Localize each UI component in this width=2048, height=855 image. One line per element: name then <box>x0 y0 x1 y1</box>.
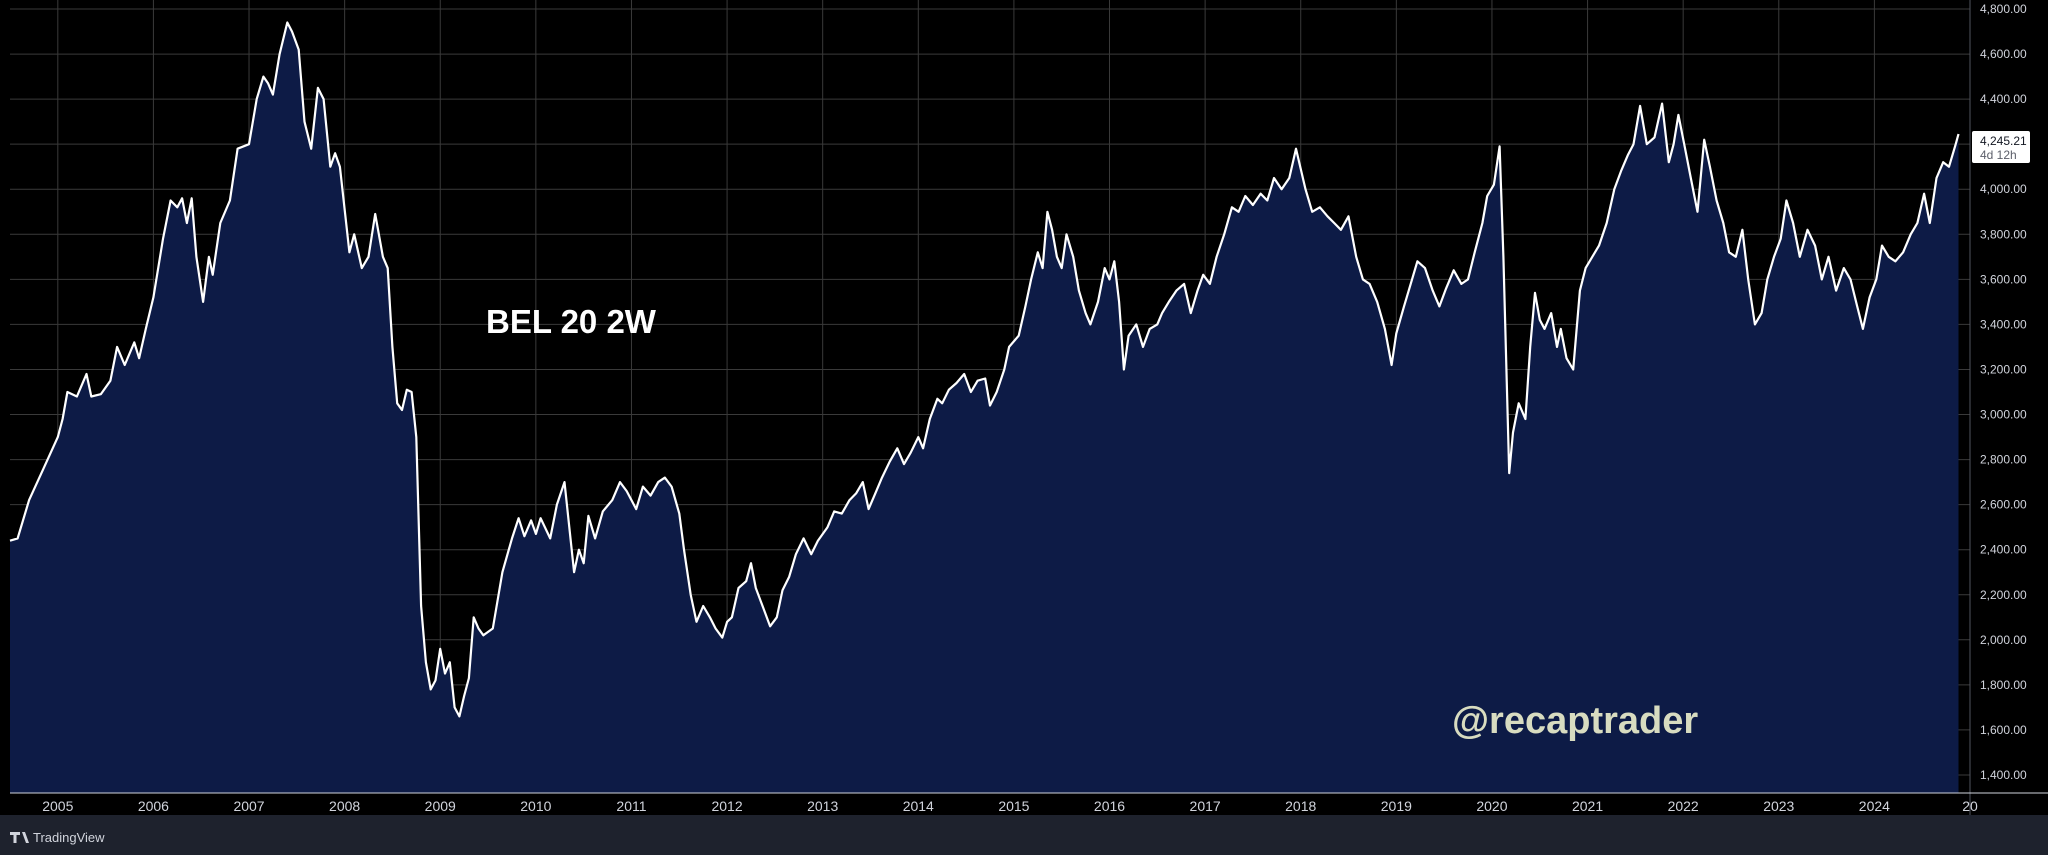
tradingview-logo-icon <box>10 832 29 843</box>
x-tick-label: 2014 <box>903 798 934 814</box>
y-tick-label: 1,800.00 <box>1980 678 2027 692</box>
y-tick-label: 4,400.00 <box>1980 92 2027 106</box>
bar-countdown: 4d 12h <box>1980 148 2017 162</box>
x-tick-label: 2012 <box>711 798 742 814</box>
x-tick-label: 2015 <box>998 798 1029 814</box>
x-tick-label: 2017 <box>1190 798 1221 814</box>
x-tick-label: 2010 <box>520 798 551 814</box>
y-tick-label: 3,800.00 <box>1980 227 2027 241</box>
y-tick-label: 3,400.00 <box>1980 317 2027 331</box>
x-tick-label: 2024 <box>1859 798 1890 814</box>
y-tick-label: 3,200.00 <box>1980 362 2027 376</box>
x-tick-label: 2016 <box>1094 798 1125 814</box>
y-tick-label: 2,400.00 <box>1980 543 2027 557</box>
y-tick-label: 1,600.00 <box>1980 723 2027 737</box>
y-tick-label: 3,600.00 <box>1980 272 2027 286</box>
tradingview-brand-text: TradingView <box>33 830 105 845</box>
x-tick-label: 2022 <box>1668 798 1699 814</box>
x-tick-label: 2018 <box>1285 798 1316 814</box>
y-tick-label: 4,600.00 <box>1980 47 2027 61</box>
last-price-label: 4,245.21 4d 12h <box>1972 131 2030 163</box>
y-tick-label: 2,200.00 <box>1980 588 2027 602</box>
x-tick-label: 2007 <box>233 798 264 814</box>
price-line <box>9 21 1960 718</box>
y-tick-label: 2,600.00 <box>1980 498 2027 512</box>
x-tick-label: 2005 <box>42 798 73 814</box>
x-tick-label: 2009 <box>425 798 456 814</box>
y-tick-label: 3,000.00 <box>1980 408 2027 422</box>
x-tick-label: 2023 <box>1763 798 1794 814</box>
x-tick-label: 2020 <box>1476 798 1507 814</box>
x-tick-label: 2019 <box>1381 798 1412 814</box>
chart-title: BEL 20 2W <box>486 303 657 340</box>
watermark-text: @recaptrader <box>1452 700 1698 742</box>
x-tick-label: 2021 <box>1572 798 1603 814</box>
tradingview-logo[interactable]: TradingView <box>10 830 105 845</box>
x-tick-label: 2011 <box>616 798 646 814</box>
price-area-fill <box>10 22 1959 793</box>
y-tick-label: 4,000.00 <box>1980 182 2027 196</box>
time-axis[interactable]: 2005 2006 2007 2008 2009 2010 2011 2012 2013 2014… <box>42 798 1978 814</box>
x-tick-label: 20 <box>1962 798 1978 814</box>
x-tick-label: 2006 <box>138 798 169 814</box>
x-tick-label: 2008 <box>329 798 360 814</box>
last-price-value: 4,245.21 <box>1980 134 2027 148</box>
x-tick-label: 2013 <box>807 798 838 814</box>
y-tick-label: 4,800.00 <box>1980 2 2027 16</box>
footer-bar <box>0 815 2048 855</box>
y-tick-label: 1,400.00 <box>1980 768 2027 782</box>
y-tick-label: 2,000.00 <box>1980 633 2027 647</box>
y-tick-label: 2,800.00 <box>1980 453 2027 467</box>
